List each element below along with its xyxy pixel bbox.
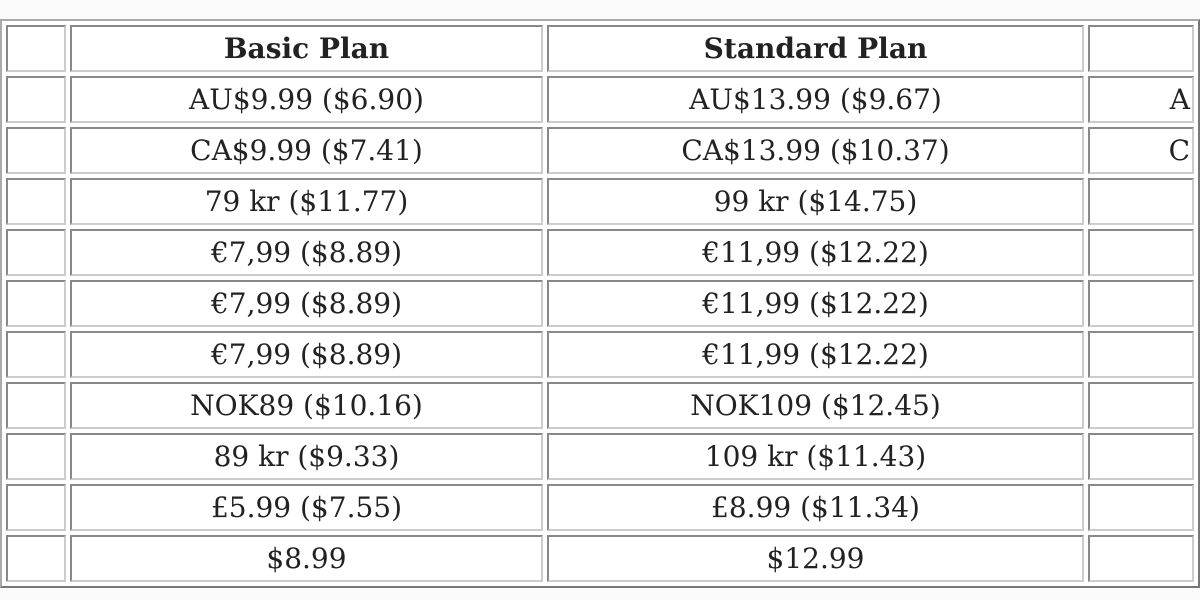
basic-price-cell: AU$9.99 ($6.90) — [70, 76, 543, 123]
table-row: €7,99 ($8.89) €11,99 ($12.22) — [6, 280, 1194, 327]
table-row: $8.99 $12.99 — [6, 535, 1194, 582]
basic-price-cell: 79 kr ($11.77) — [70, 178, 543, 225]
standard-price-cell: £8.99 ($11.34) — [547, 484, 1084, 531]
country-cell — [6, 382, 66, 429]
table-row: 79 kr ($11.77) 99 kr ($14.75) — [6, 178, 1194, 225]
table-row: CA$9.99 ($7.41) CA$13.99 ($10.37) C — [6, 127, 1194, 174]
premium-price-cell — [1088, 178, 1194, 225]
standard-price-cell: NOK109 ($12.45) — [547, 382, 1084, 429]
standard-price-cell: AU$13.99 ($9.67) — [547, 76, 1084, 123]
basic-price-cell: 89 kr ($9.33) — [70, 433, 543, 480]
standard-price-cell: 99 kr ($14.75) — [547, 178, 1084, 225]
basic-price-cell: $8.99 — [70, 535, 543, 582]
table-row: €7,99 ($8.89) €11,99 ($12.22) — [6, 331, 1194, 378]
premium-price-cell — [1088, 535, 1194, 582]
basic-price-cell: €7,99 ($8.89) — [70, 280, 543, 327]
basic-price-cell: NOK89 ($10.16) — [70, 382, 543, 429]
pricing-table: Basic Plan Standard Plan AU$9.99 ($6.90)… — [0, 19, 1200, 588]
header-row: Basic Plan Standard Plan — [6, 25, 1194, 72]
premium-price-cell — [1088, 229, 1194, 276]
premium-price-cell: C — [1088, 127, 1194, 174]
table-row: £5.99 ($7.55) £8.99 ($11.34) — [6, 484, 1194, 531]
country-cell — [6, 229, 66, 276]
country-cell — [6, 484, 66, 531]
basic-price-cell: £5.99 ($7.55) — [70, 484, 543, 531]
country-cell — [6, 433, 66, 480]
standard-price-cell: CA$13.99 ($10.37) — [547, 127, 1084, 174]
country-cell — [6, 280, 66, 327]
standard-price-cell: €11,99 ($12.22) — [547, 280, 1084, 327]
basic-price-cell: €7,99 ($8.89) — [70, 229, 543, 276]
table-row: 89 kr ($9.33) 109 kr ($11.43) — [6, 433, 1194, 480]
premium-price-cell — [1088, 331, 1194, 378]
premium-price-cell — [1088, 433, 1194, 480]
premium-price-cell — [1088, 280, 1194, 327]
premium-price-cell — [1088, 382, 1194, 429]
standard-price-cell: €11,99 ($12.22) — [547, 331, 1084, 378]
standard-price-cell: €11,99 ($12.22) — [547, 229, 1084, 276]
country-cell — [6, 331, 66, 378]
header-country — [6, 25, 66, 72]
table-row: AU$9.99 ($6.90) AU$13.99 ($9.67) A — [6, 76, 1194, 123]
table-row: €7,99 ($8.89) €11,99 ($12.22) — [6, 229, 1194, 276]
country-cell — [6, 535, 66, 582]
standard-price-cell: $12.99 — [547, 535, 1084, 582]
basic-price-cell: €7,99 ($8.89) — [70, 331, 543, 378]
premium-price-cell: A — [1088, 76, 1194, 123]
standard-price-cell: 109 kr ($11.43) — [547, 433, 1084, 480]
country-cell — [6, 178, 66, 225]
header-premium-plan — [1088, 25, 1194, 72]
country-cell — [6, 127, 66, 174]
header-standard-plan: Standard Plan — [547, 25, 1084, 72]
table-row: NOK89 ($10.16) NOK109 ($12.45) — [6, 382, 1194, 429]
pricing-table-container: Basic Plan Standard Plan AU$9.99 ($6.90)… — [0, 19, 1200, 588]
premium-price-cell — [1088, 484, 1194, 531]
basic-price-cell: CA$9.99 ($7.41) — [70, 127, 543, 174]
country-cell — [6, 76, 66, 123]
header-basic-plan: Basic Plan — [70, 25, 543, 72]
